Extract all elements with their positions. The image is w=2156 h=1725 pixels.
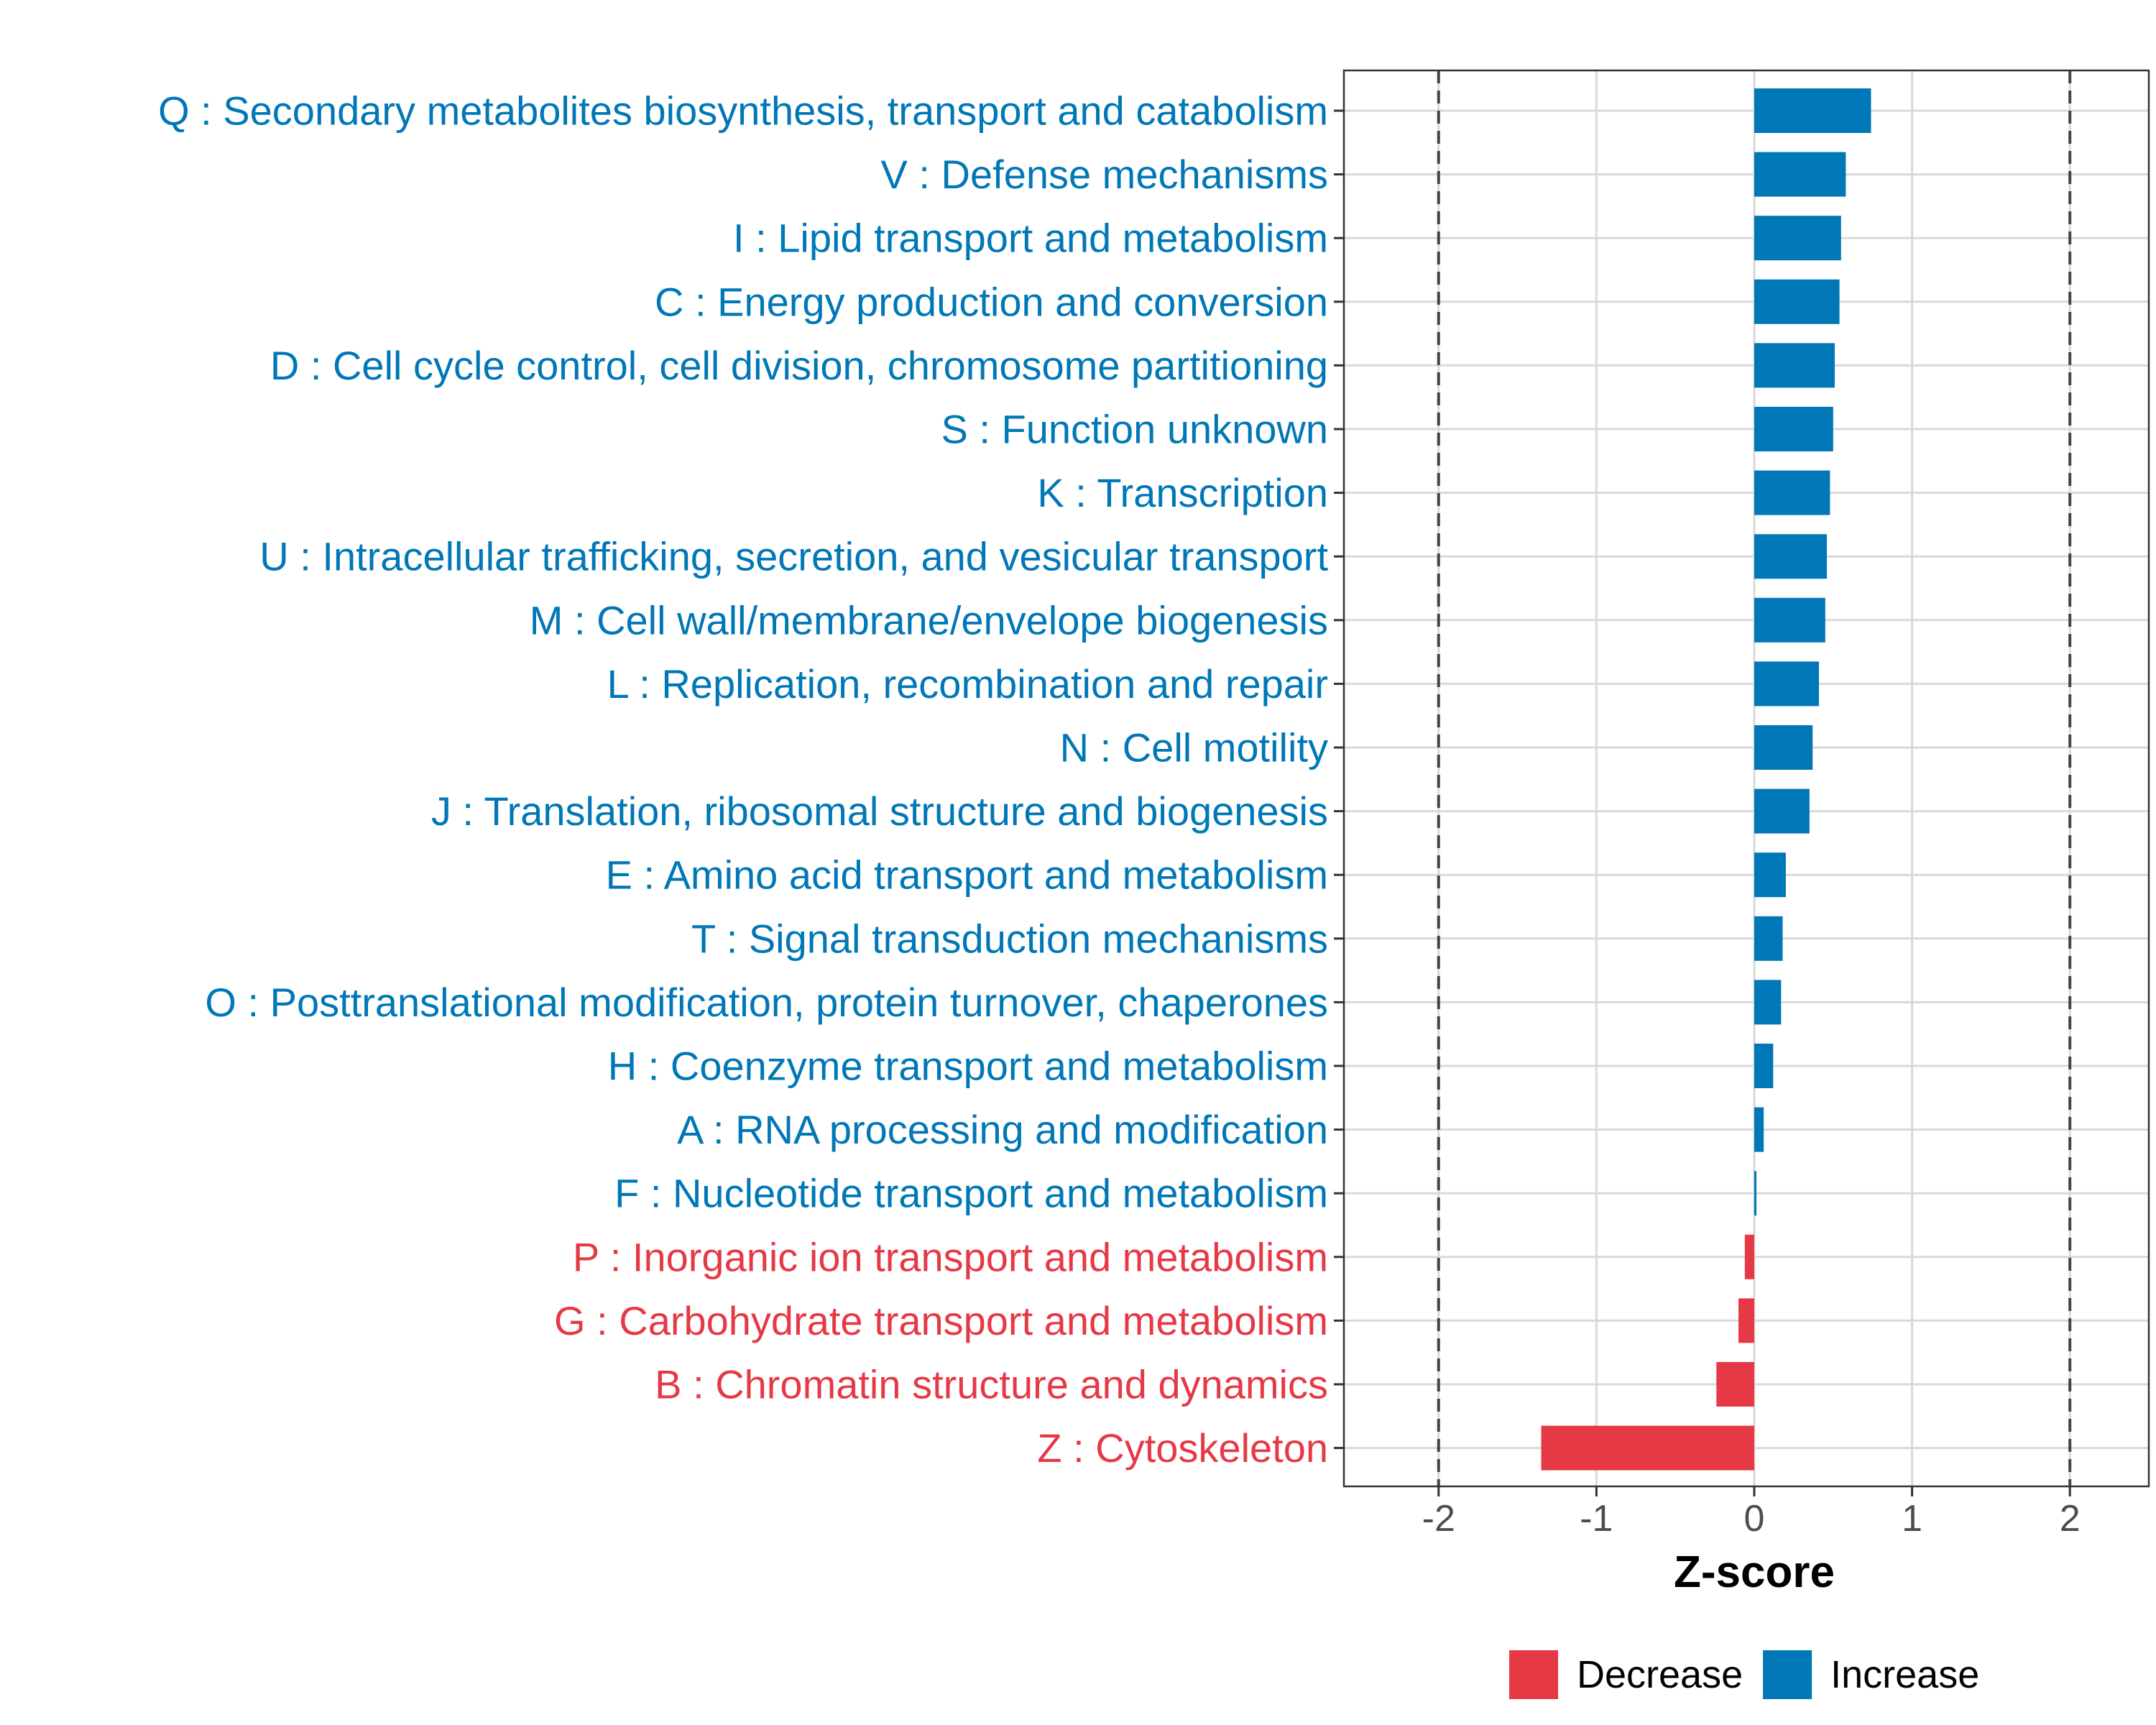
category-label-2: I : Lipid transport and metabolism: [733, 216, 1328, 261]
category-label-0: Q : Secondary metabolites biosynthesis, …: [158, 88, 1328, 134]
category-label-12: E : Amino acid transport and metabolism: [606, 852, 1328, 898]
x-tick-label-2: 0: [1744, 1498, 1765, 1540]
bar-10: [1754, 725, 1813, 770]
bar-6: [1754, 470, 1830, 515]
legend-swatch-increase: [1763, 1650, 1812, 1699]
y-axis-ticks: [1334, 109, 1344, 1450]
x-axis-ticks: -2 -1 0 1 2: [1422, 1486, 2081, 1540]
plot-panel-border: [1342, 69, 2150, 1488]
bar-21: [1541, 1425, 1754, 1471]
category-label-6: K : Transcription: [1037, 470, 1328, 515]
category-label-3: C : Energy production and conversion: [655, 279, 1328, 324]
bar-19: [1738, 1298, 1754, 1343]
bar-8: [1754, 597, 1825, 643]
bar-5: [1754, 407, 1833, 451]
category-label-20: B : Chromatin structure and dynamics: [655, 1362, 1328, 1407]
category-label-10: N : Cell motility: [1060, 725, 1328, 770]
x-axis-title: Z-score: [1674, 1547, 1835, 1597]
x-tick-label-0: -2: [1422, 1498, 1455, 1540]
category-label-4: D : Cell cycle control, cell division, c…: [270, 343, 1328, 388]
legend-label-decrease: Decrease: [1577, 1653, 1743, 1696]
category-label-18: P : Inorganic ion transport and metaboli…: [573, 1234, 1328, 1279]
bar-0: [1754, 88, 1871, 133]
category-label-14: O : Posttranslational modification, prot…: [205, 980, 1328, 1025]
bars: [1541, 88, 1871, 1471]
bar-3: [1754, 279, 1840, 324]
bar-4: [1754, 343, 1835, 388]
bar-18: [1744, 1234, 1754, 1279]
category-label-13: T : Signal transduction mechanisms: [691, 916, 1328, 961]
category-label-19: G : Carbohydrate transport and metabolis…: [554, 1298, 1328, 1343]
bar-17: [1754, 1171, 1756, 1216]
category-label-21: Z : Cytoskeleton: [1037, 1425, 1328, 1471]
bar-20: [1716, 1362, 1754, 1407]
bar-13: [1754, 916, 1783, 961]
reference-lines: [1437, 70, 2072, 1486]
category-label-17: F : Nucleotide transport and metabolism: [614, 1171, 1328, 1216]
bar-12: [1754, 852, 1786, 898]
bar-11: [1754, 788, 1810, 834]
category-label-9: L : Replication, recombination and repai…: [607, 661, 1328, 707]
x-tick-label-3: 1: [1902, 1498, 1922, 1540]
category-label-16: A : RNA processing and modification: [677, 1107, 1328, 1152]
category-label-1: V : Defense mechanisms: [881, 152, 1328, 197]
category-label-11: J : Translation, ribosomal structure and…: [431, 788, 1328, 834]
bar-7: [1754, 534, 1827, 579]
bar-16: [1754, 1107, 1764, 1152]
x-tick-label-4: 2: [2060, 1498, 2081, 1540]
bar-15: [1754, 1044, 1774, 1088]
bar-14: [1754, 980, 1782, 1025]
category-label-7: U : Intracellular trafficking, secretion…: [259, 534, 1328, 579]
category-label-5: S : Function unknown: [941, 407, 1328, 452]
bar-9: [1754, 661, 1820, 707]
bar-1: [1754, 152, 1846, 197]
bar-2: [1754, 216, 1841, 261]
category-labels: Q : Secondary metabolites biosynthesis, …: [158, 88, 1328, 1471]
x-tick-label-1: -1: [1580, 1498, 1613, 1540]
legend-swatch-decrease: [1509, 1650, 1558, 1699]
category-label-15: H : Coenzyme transport and metabolism: [608, 1044, 1328, 1089]
legend: Decrease Increase: [1509, 1650, 1979, 1699]
category-label-8: M : Cell wall/membrane/envelope biogenes…: [530, 597, 1328, 643]
legend-label-increase: Increase: [1830, 1653, 1979, 1696]
